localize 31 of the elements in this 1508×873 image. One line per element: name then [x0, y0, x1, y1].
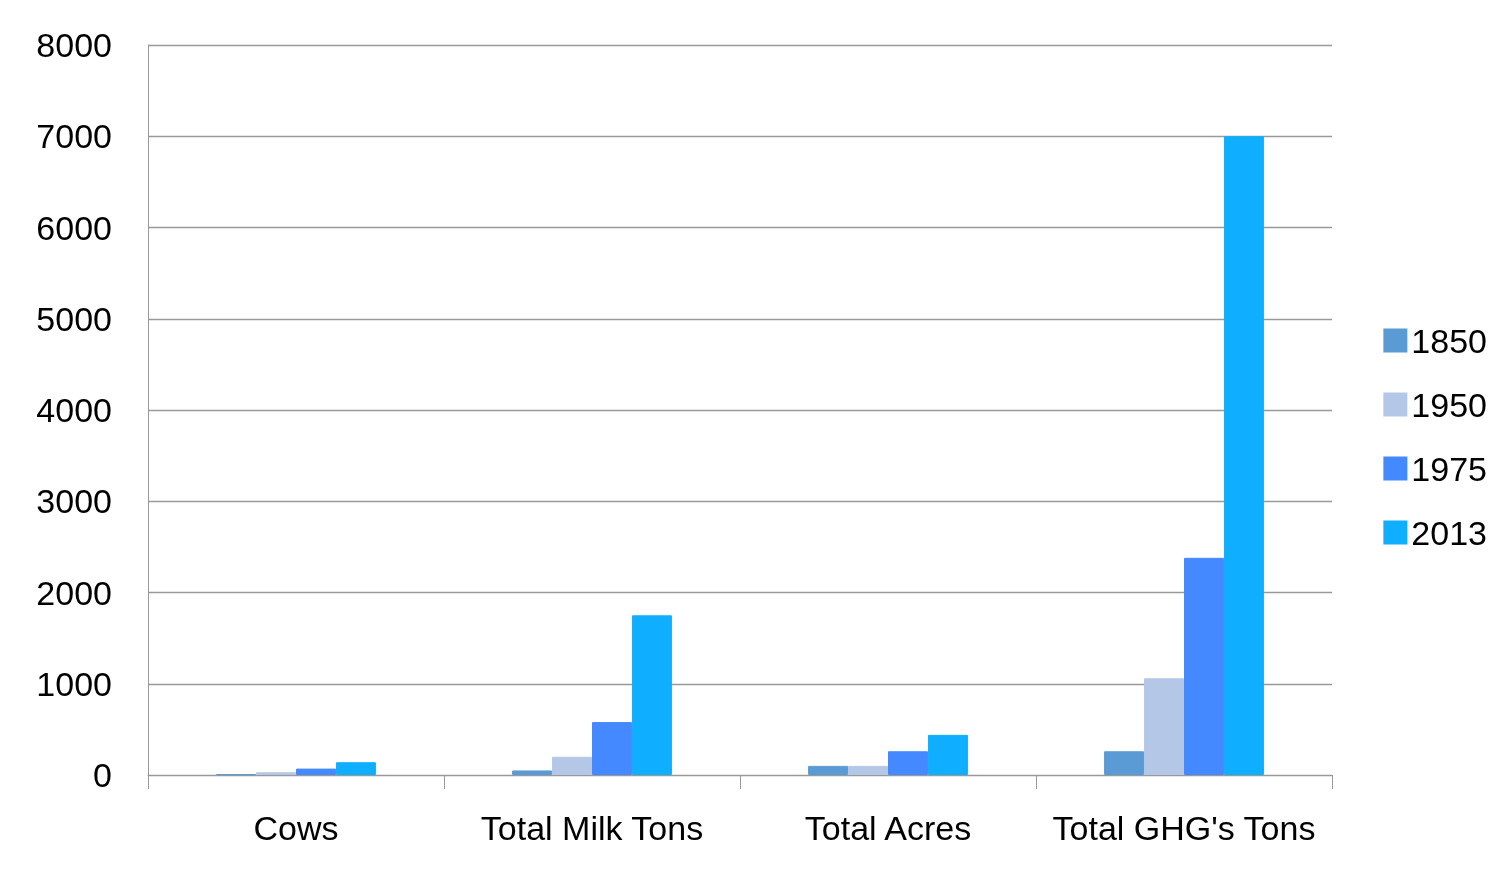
- y-tick-label: 3000: [36, 482, 112, 521]
- legend-label: 1850: [1411, 321, 1487, 360]
- legend-label: 1975: [1411, 449, 1487, 488]
- y-tick-label: 2000: [36, 573, 112, 612]
- y-tick-label: 4000: [36, 391, 112, 429]
- x-tick-label: Total GHG's Tons: [1052, 809, 1316, 847]
- legend-label: 2013: [1411, 513, 1487, 552]
- bar: [1184, 557, 1224, 775]
- bar: [592, 722, 632, 775]
- y-tick-label: 6000: [36, 208, 112, 247]
- bar: [808, 765, 849, 775]
- y-tick-label: 1000: [36, 664, 112, 703]
- x-tick-label: Cows: [253, 809, 339, 847]
- legend-label: 1950: [1411, 385, 1487, 424]
- bar: [1223, 136, 1264, 775]
- bar: [1104, 751, 1145, 775]
- y-tick-label: 0: [93, 756, 112, 794]
- bar: [631, 615, 672, 775]
- bar: [552, 756, 592, 775]
- bar: [1144, 678, 1184, 775]
- bar: [296, 768, 336, 775]
- bar: [512, 770, 553, 775]
- bar: [848, 765, 888, 775]
- x-tick-label: Total Acres: [804, 809, 972, 847]
- x-tick-label: Total Milk Tons: [480, 809, 704, 847]
- bar: [888, 751, 928, 775]
- y-tick-label: 8000: [36, 26, 112, 64]
- bar: [927, 734, 968, 775]
- y-tick-label: 7000: [36, 117, 112, 156]
- y-tick-label: 5000: [36, 299, 112, 338]
- bar: [335, 762, 376, 775]
